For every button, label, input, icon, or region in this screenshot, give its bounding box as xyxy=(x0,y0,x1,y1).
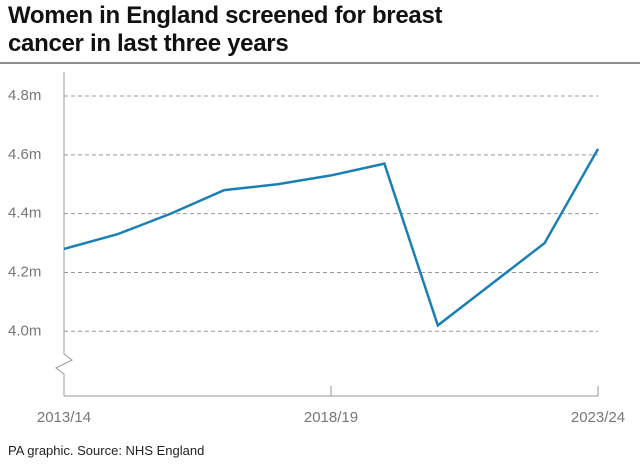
line xyxy=(63,148,600,328)
y-tick-label: 4.6m xyxy=(8,146,41,163)
chart: 4.0m 4.2m 4.4m 4.6m 4.8m 2013/14 2018/19 2023/2… xyxy=(0,62,640,426)
source: PA graphic. Source: NHS England xyxy=(8,443,205,458)
y-tick-label: 4.2m xyxy=(8,263,41,280)
y-tick-label: 4.4m xyxy=(8,205,41,222)
y-tick-label: 4.8m xyxy=(8,87,41,104)
x-tick-label: 2023/24 xyxy=(571,409,625,426)
y-axis xyxy=(55,72,73,396)
y-tick-label: 4.0m xyxy=(8,322,41,339)
chart-title: Women in England screened for breast can… xyxy=(8,2,443,57)
x-tick-label: 2013/14 xyxy=(37,409,91,426)
x-tick-label: 2018/19 xyxy=(304,409,358,426)
